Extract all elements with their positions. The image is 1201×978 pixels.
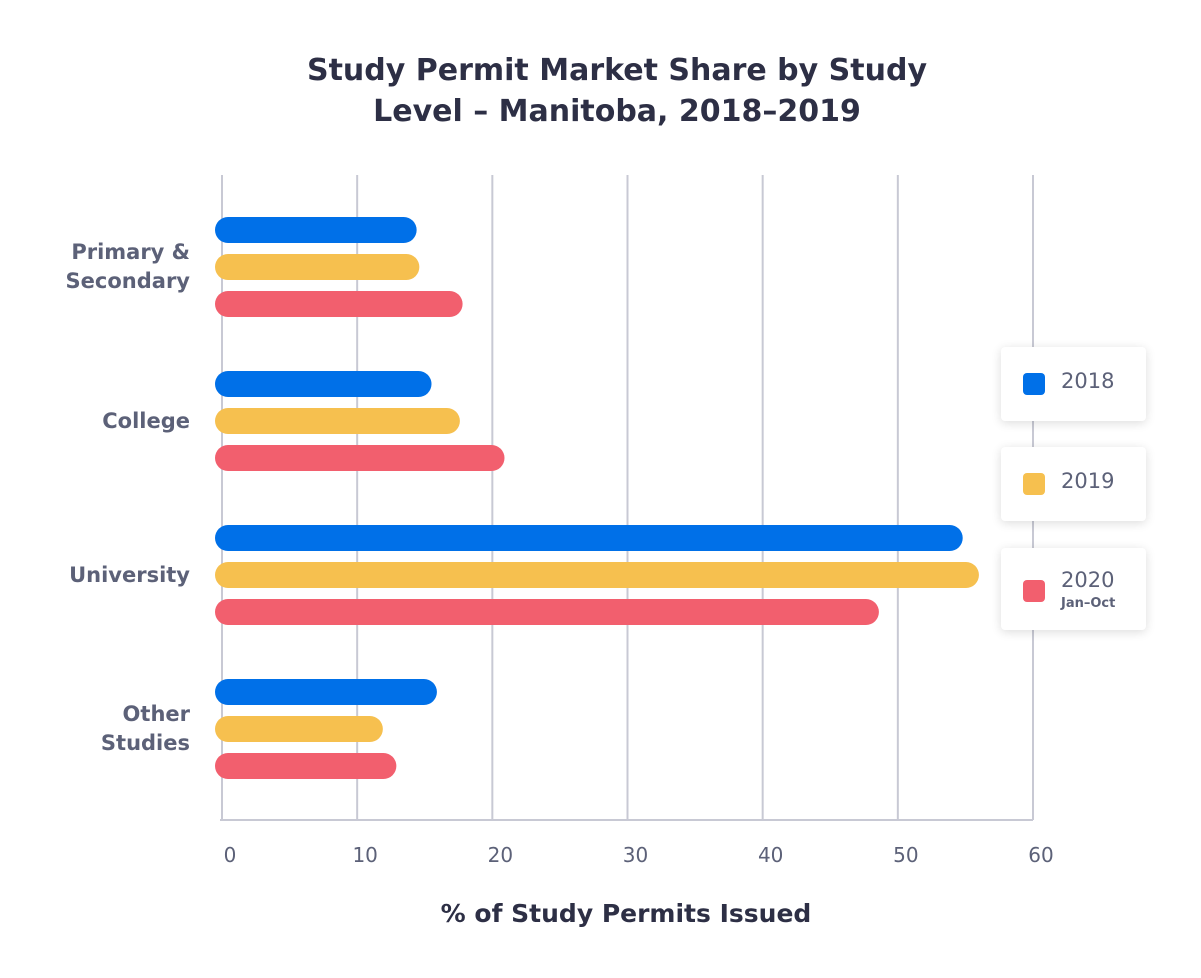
legend-item: 2018 bbox=[1001, 347, 1146, 421]
bar bbox=[215, 599, 879, 625]
bar bbox=[215, 562, 979, 588]
x-tick-label: 20 bbox=[488, 843, 513, 867]
y-tick-label: University bbox=[69, 562, 190, 587]
bar bbox=[215, 217, 417, 243]
legend-label: 2020 bbox=[1061, 568, 1115, 592]
legend-swatch bbox=[1023, 373, 1045, 395]
legend-swatch bbox=[1023, 473, 1045, 495]
bar bbox=[215, 254, 420, 280]
bar bbox=[215, 753, 397, 779]
chart-title: Study Permit Market Share by Study Level… bbox=[306, 53, 927, 129]
legend-note: Jan–Oct bbox=[1061, 596, 1116, 611]
bar bbox=[215, 525, 963, 551]
bar bbox=[215, 371, 432, 397]
y-tick-label: Primary & Secondary bbox=[65, 240, 190, 293]
legend-label: 2018 bbox=[1061, 369, 1115, 393]
bar bbox=[215, 716, 383, 742]
bar bbox=[215, 291, 463, 317]
x-tick-label: 0 bbox=[224, 843, 237, 867]
x-axis-title: % of Study Permits Issued bbox=[441, 899, 812, 928]
x-tick-label: 30 bbox=[623, 843, 648, 867]
y-tick-label: College bbox=[102, 408, 190, 433]
legend-swatch bbox=[1023, 580, 1045, 602]
x-tick-label: 40 bbox=[758, 843, 783, 867]
x-tick-label: 50 bbox=[893, 843, 918, 867]
x-tick-label: 60 bbox=[1028, 843, 1053, 867]
bar bbox=[215, 445, 505, 471]
y-tick-label: Other Studies bbox=[100, 702, 190, 755]
bar bbox=[215, 408, 460, 434]
legend-label: 2019 bbox=[1061, 469, 1115, 493]
legend-item: 2020 Jan–Oct bbox=[1001, 548, 1146, 630]
legend-item: 2019 bbox=[1001, 447, 1146, 521]
x-tick-label: 10 bbox=[352, 843, 377, 867]
bar bbox=[215, 679, 437, 705]
